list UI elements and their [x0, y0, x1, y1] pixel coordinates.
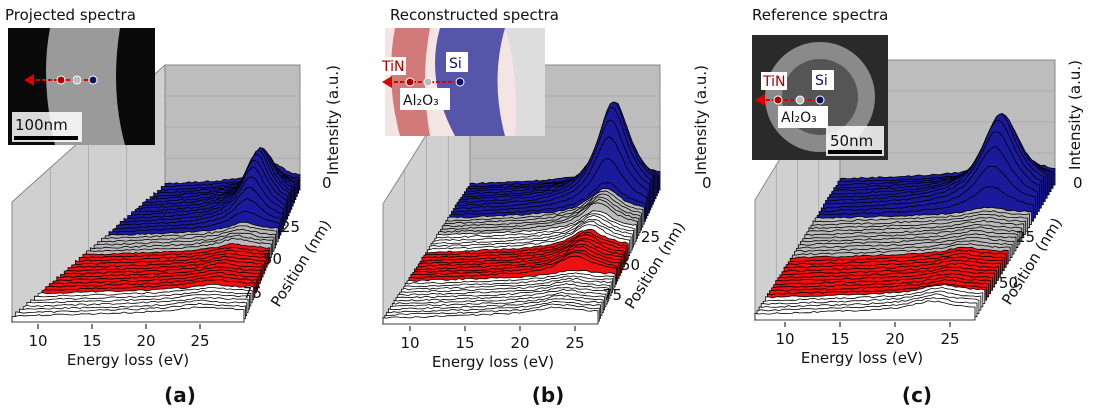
x-tick-label: 10: [28, 332, 47, 350]
x-tick-label: 25: [940, 330, 959, 348]
position-tick-label: 25: [281, 218, 300, 236]
inset-label: Al₂O₃: [403, 93, 439, 109]
panel-title: Projected spectra: [5, 6, 136, 24]
position-tick-label: 25: [1016, 228, 1035, 246]
inset-label: Si: [815, 73, 828, 89]
inset-label: TiN: [381, 59, 404, 75]
inset-label: Si: [449, 56, 462, 72]
scale-bar-label: 50nm: [830, 132, 873, 150]
position-tick-label: 50: [621, 256, 640, 274]
position-tick-label: 50: [999, 274, 1018, 292]
scale-bar-label: 100nm: [15, 116, 68, 134]
panel-caption: (a): [164, 383, 196, 407]
panel-caption: (b): [532, 383, 565, 407]
intensity-tick-label: 0: [702, 174, 712, 192]
x-tick-label: 20: [136, 332, 155, 350]
inset-label: Al₂O₃: [781, 110, 817, 126]
inset-c: [752, 35, 888, 160]
position-tick-label: 50: [263, 250, 282, 268]
intensity-tick-label: 0: [1073, 174, 1083, 192]
x-tick-label: 10: [400, 334, 419, 352]
intensity-axis-label: Intensity (a.u.): [324, 65, 342, 175]
position-tick-label: 75: [603, 286, 622, 304]
x-tick-label: 25: [565, 334, 584, 352]
intensity-tick-label: 0: [322, 174, 332, 192]
waterfall: [11, 101, 1056, 325]
position-tick-label: 25: [641, 228, 660, 246]
x-tick-label: 15: [455, 334, 474, 352]
inset-a: [8, 28, 155, 145]
intensity-axis-label: Intensity (a.u.): [1066, 60, 1084, 170]
inset-b: [380, 28, 545, 136]
spectrum-trace: [382, 306, 599, 325]
position-tick-label: 75: [243, 284, 262, 302]
x-axis-label: Energy loss (eV): [801, 349, 923, 367]
x-axis-label: Energy loss (eV): [432, 353, 554, 371]
panel-title: Reconstructed spectra: [390, 6, 559, 24]
x-tick-label: 10: [775, 330, 794, 348]
spectrum-trace: [754, 300, 976, 321]
x-tick-label: 20: [510, 334, 529, 352]
x-tick-label: 20: [885, 330, 904, 348]
spectrum-trace: [11, 306, 245, 323]
panel-title: Reference spectra: [752, 6, 888, 24]
panel-caption: (c): [902, 383, 932, 407]
x-tick-label: 15: [82, 332, 101, 350]
inset-label: TiN: [762, 74, 785, 90]
x-tick-label: 15: [830, 330, 849, 348]
x-axis-label: Energy loss (eV): [67, 351, 189, 369]
intensity-axis-label: Intensity (a.u.): [692, 65, 710, 175]
x-tick-label: 25: [190, 332, 209, 350]
